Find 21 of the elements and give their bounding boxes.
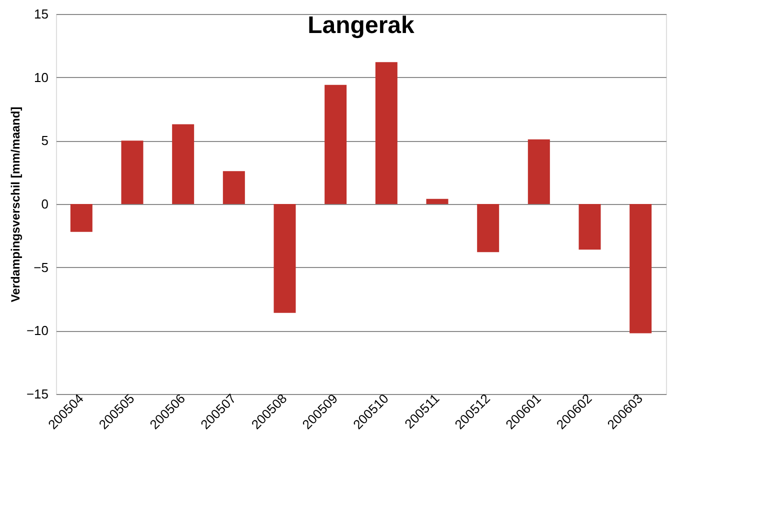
bar	[578, 204, 601, 250]
bar	[630, 204, 652, 334]
chart-title: Langerak	[308, 12, 416, 39]
bar	[222, 171, 245, 204]
bar	[121, 140, 144, 204]
bar	[426, 198, 448, 204]
bar	[274, 204, 296, 313]
bar	[172, 124, 194, 204]
bar	[375, 62, 398, 204]
bar	[70, 204, 92, 232]
y-tick-label: −15	[26, 386, 48, 402]
bar	[477, 204, 500, 252]
y-tick-label: 0	[41, 196, 48, 212]
bar	[528, 139, 550, 204]
bar	[324, 84, 347, 204]
y-tick-label: −5	[34, 260, 48, 275]
y-tick-label: 15	[34, 6, 48, 22]
y-axis-title: Verdampingsverschil [mm/maand]	[8, 106, 22, 302]
y-tick-label: −10	[26, 323, 48, 338]
y-tick-label: 10	[34, 70, 48, 85]
y-tick-label: 5	[41, 133, 48, 148]
